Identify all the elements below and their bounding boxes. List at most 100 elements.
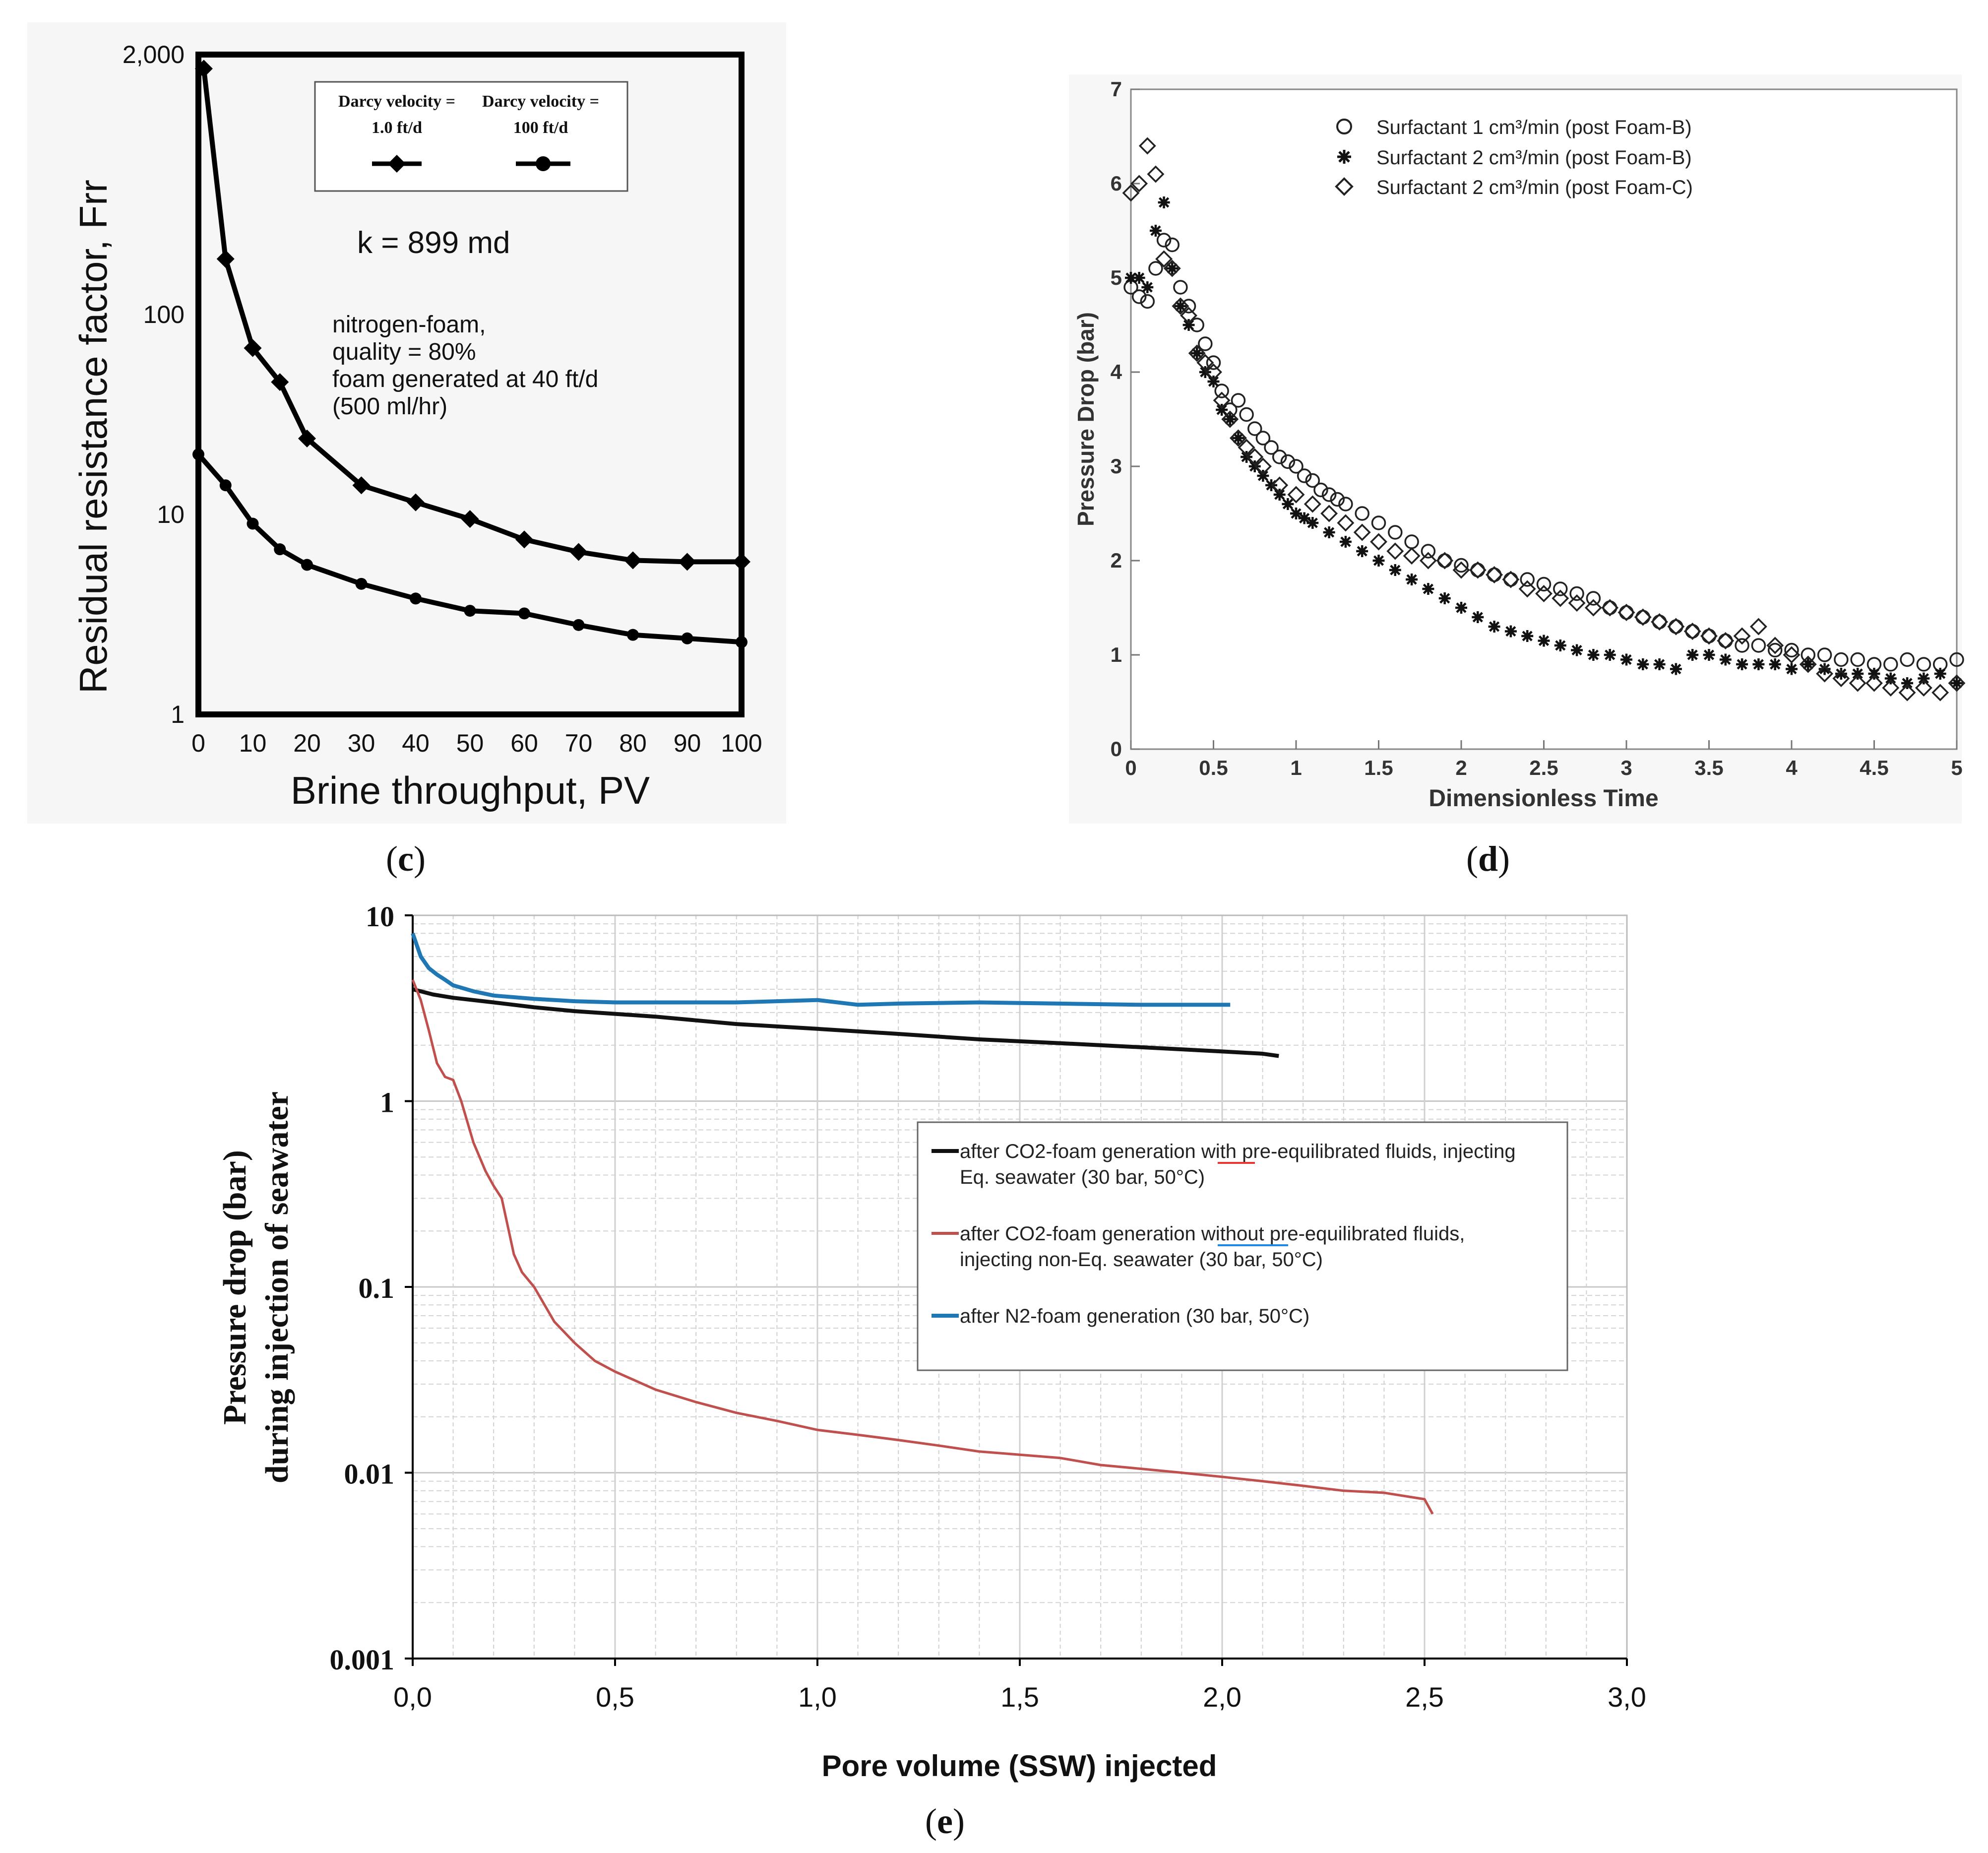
panel-c-x-tick-label: 70 xyxy=(565,729,593,757)
panel-d-data-point-star xyxy=(1273,489,1286,501)
panel-c-data-point xyxy=(355,577,368,590)
panel-d-data-point-diamond xyxy=(1783,646,1801,664)
panel-d-y-tick-label: 3 xyxy=(1111,454,1122,478)
panel-e-y-tick-label: 0.001 xyxy=(330,1644,395,1676)
panel-d: 0 0.5 1 1.5 2 2.5 3 3.5 4 4.5 5 0 1 2 3 4 5 6 7 Pressure D… xyxy=(1069,74,1966,879)
panel-d-x-axis-label: Dimensionless Time xyxy=(1429,785,1658,812)
panel-d-data-point-diamond xyxy=(1419,552,1437,570)
panel-d-data-point-circle xyxy=(1131,289,1147,304)
panel-d-data-point-diamond xyxy=(1535,585,1553,602)
panel-d-data-point-circle xyxy=(1156,233,1172,248)
panel-d-data-point-diamond xyxy=(1452,561,1470,579)
panel-d-data-point-circle xyxy=(1289,459,1304,474)
panel-c-data-point xyxy=(461,510,479,528)
panel-d-data-point-star xyxy=(1918,672,1930,685)
panel-e-y-axis-label-line1: Pressure drop (bar) xyxy=(217,1150,253,1425)
panel-d-data-point-diamond xyxy=(1271,476,1289,494)
panel-d-data-point-circle xyxy=(1949,652,1964,667)
panel-d-data-point-star xyxy=(1884,672,1897,685)
panel-d-data-point-star xyxy=(1282,498,1294,510)
panel-e-series-line-3 xyxy=(411,932,1231,1007)
panel-d-data-point-circle xyxy=(1817,647,1832,662)
panel-d-data-point-circle xyxy=(1834,652,1849,667)
panel-e-legend-2-line1: after CO2-foam generation without pre-eq… xyxy=(960,1223,1465,1245)
panel-d-legend-3-marker xyxy=(1335,177,1354,196)
panel-c-data-point xyxy=(572,619,585,631)
panel-d-data-point-diamond xyxy=(1915,679,1932,697)
panel-c-y-tick-label: 10 xyxy=(157,501,185,528)
panel-d-data-point-circle xyxy=(1388,525,1403,540)
panel-c-x-tick-label: 10 xyxy=(239,729,267,757)
panel-d-data-point-star xyxy=(1686,649,1699,661)
panel-c-data-point xyxy=(298,429,316,447)
panel-e-legend-3-line1: after N2-foam generation (30 bar, 50°C) xyxy=(960,1305,1309,1327)
panel-c-legend: Darcy velocity = 1.0 ft/d Darcy velocity… xyxy=(314,81,628,192)
panel-d-data-point-star xyxy=(1207,376,1220,387)
panel-d-data-point-star xyxy=(1835,668,1847,680)
panel-e-series-line-1 xyxy=(412,987,1279,1058)
panel-c-data-point xyxy=(219,479,232,492)
panel-d-data-point-diamond xyxy=(1832,670,1850,687)
panel-d-data-point-diamond xyxy=(1172,297,1189,315)
panel-d-data-point-star xyxy=(1422,583,1434,595)
panel-e-x-tick-label: 2,0 xyxy=(1203,1681,1242,1713)
panel-d-data-point-diamond xyxy=(1700,627,1718,645)
panel-d-data-point-diamond xyxy=(1552,589,1569,607)
panel-d-data-point-circle xyxy=(1421,544,1436,559)
panel-d-data-point-circle xyxy=(1214,383,1229,398)
panel-d-data-point-star xyxy=(1133,272,1145,284)
panel-d-data-point-diamond xyxy=(1287,486,1305,504)
panel-d-data-point-diamond xyxy=(1386,542,1404,560)
panel-d-data-point-diamond xyxy=(1486,566,1503,583)
panel-c-x-tick-label: 80 xyxy=(619,729,647,757)
panel-d-data-point-diamond xyxy=(1882,679,1900,697)
panel-c-data-point xyxy=(624,551,642,570)
panel-d-data-point-star xyxy=(1934,668,1946,680)
panel-e-y-tick-label: 0.1 xyxy=(359,1272,395,1304)
panel-e-legend-2-line2: injecting non-Eq. seawater (30 bar, 50°C… xyxy=(960,1249,1323,1271)
panel-d-data-point-diamond xyxy=(1667,618,1685,636)
panel-d-x-tick-label: 4.5 xyxy=(1860,756,1888,779)
panel-d-data-point-diamond xyxy=(1196,354,1214,372)
panel-d-data-point-star xyxy=(1571,644,1583,656)
panel-d-data-point-star xyxy=(1604,649,1616,661)
panel-d-data-point-star xyxy=(1216,404,1228,416)
panel-d-data-point-star xyxy=(1149,225,1162,237)
panel-d-data-point-diamond xyxy=(1229,429,1247,447)
panel-e-x-tick-label: 2,5 xyxy=(1405,1681,1444,1713)
panel-d-data-point-diamond xyxy=(1469,561,1487,579)
panel-d-data-point-diamond xyxy=(1403,547,1421,565)
panel-d-data-point-star xyxy=(1554,639,1566,651)
panel-d-data-point-circle xyxy=(1784,642,1799,658)
panel-d-data-point-circle xyxy=(1313,482,1328,498)
panel-d-data-point-diamond xyxy=(1948,674,1966,692)
panel-d-data-point-diamond xyxy=(1188,344,1206,362)
panel-d-data-point-star xyxy=(1389,564,1401,576)
panel-c-data-point xyxy=(681,632,693,644)
panel-d-data-point-circle xyxy=(1173,280,1188,295)
panel-c-legend-2-line2: 100 ft/d xyxy=(513,119,568,137)
panel-d-data-point-star xyxy=(1769,658,1781,670)
panel-d-data-point-star xyxy=(1141,281,1154,293)
panel-d-data-point-star xyxy=(1637,658,1649,670)
panel-d-data-point-diamond xyxy=(1733,627,1751,645)
panel-c-data-point xyxy=(247,517,259,530)
panel-c-legend-box xyxy=(314,81,628,192)
panel-d-data-point-circle xyxy=(1280,454,1296,469)
panel-d-data-point-circle xyxy=(1767,642,1783,658)
panel-d-x-tick-label: 3 xyxy=(1620,756,1632,779)
panel-c-data-point xyxy=(192,448,204,460)
panel-d-data-point-diamond xyxy=(1180,307,1198,324)
panel-c-x-tick-label: 0 xyxy=(191,729,205,757)
panel-d-y-tick-label: 5 xyxy=(1111,266,1122,289)
panel-d-y-tick-label: 2 xyxy=(1111,549,1122,572)
panel-c-data-point xyxy=(271,373,289,391)
panel-d-data-point-star xyxy=(1852,668,1864,680)
panel-c-data-point xyxy=(410,592,422,605)
panel-e-label: (e) xyxy=(925,1801,965,1841)
panel-d-data-point-diamond xyxy=(1155,250,1173,268)
panel-d-data-point-star xyxy=(1191,347,1203,359)
panel-d-data-point-diamond xyxy=(1213,391,1231,409)
